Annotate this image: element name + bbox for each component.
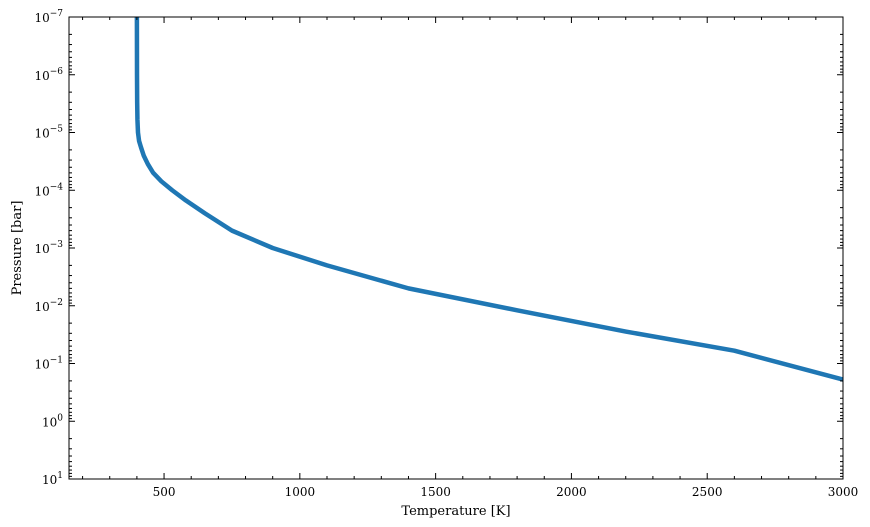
x-tick-label: 3000 <box>828 485 859 499</box>
y-tick-label: 100 <box>42 413 63 429</box>
x-tick-label: 2000 <box>556 485 587 499</box>
y-axis-label: Pressure [bar] <box>10 201 25 296</box>
y-tick-label: 10−7 <box>34 9 63 25</box>
y-tick-label: 10−5 <box>34 125 63 141</box>
y-tick-label: 101 <box>42 471 63 487</box>
y-tick-label: 10−4 <box>34 182 63 198</box>
x-tick-label: 1500 <box>420 485 451 499</box>
y-tick-label: 10−3 <box>34 240 63 256</box>
ticks: 500 1000 1500 2000 2500 3000 10−7 10−6 10−5 10−4 1… <box>34 9 858 499</box>
x-axis-label: Temperature [K] <box>401 504 510 519</box>
y-tick-label: 10−6 <box>34 67 63 83</box>
x-tick-label: 1000 <box>285 485 316 499</box>
x-tick-label: 2500 <box>692 485 723 499</box>
series-line-0 <box>134 16 844 382</box>
plot-frame <box>68 16 844 480</box>
y-tick-label: 10−1 <box>34 356 63 372</box>
plot-area <box>134 16 844 382</box>
x-tick-label: 500 <box>153 485 176 499</box>
y-tick-label: 10−2 <box>34 298 63 314</box>
